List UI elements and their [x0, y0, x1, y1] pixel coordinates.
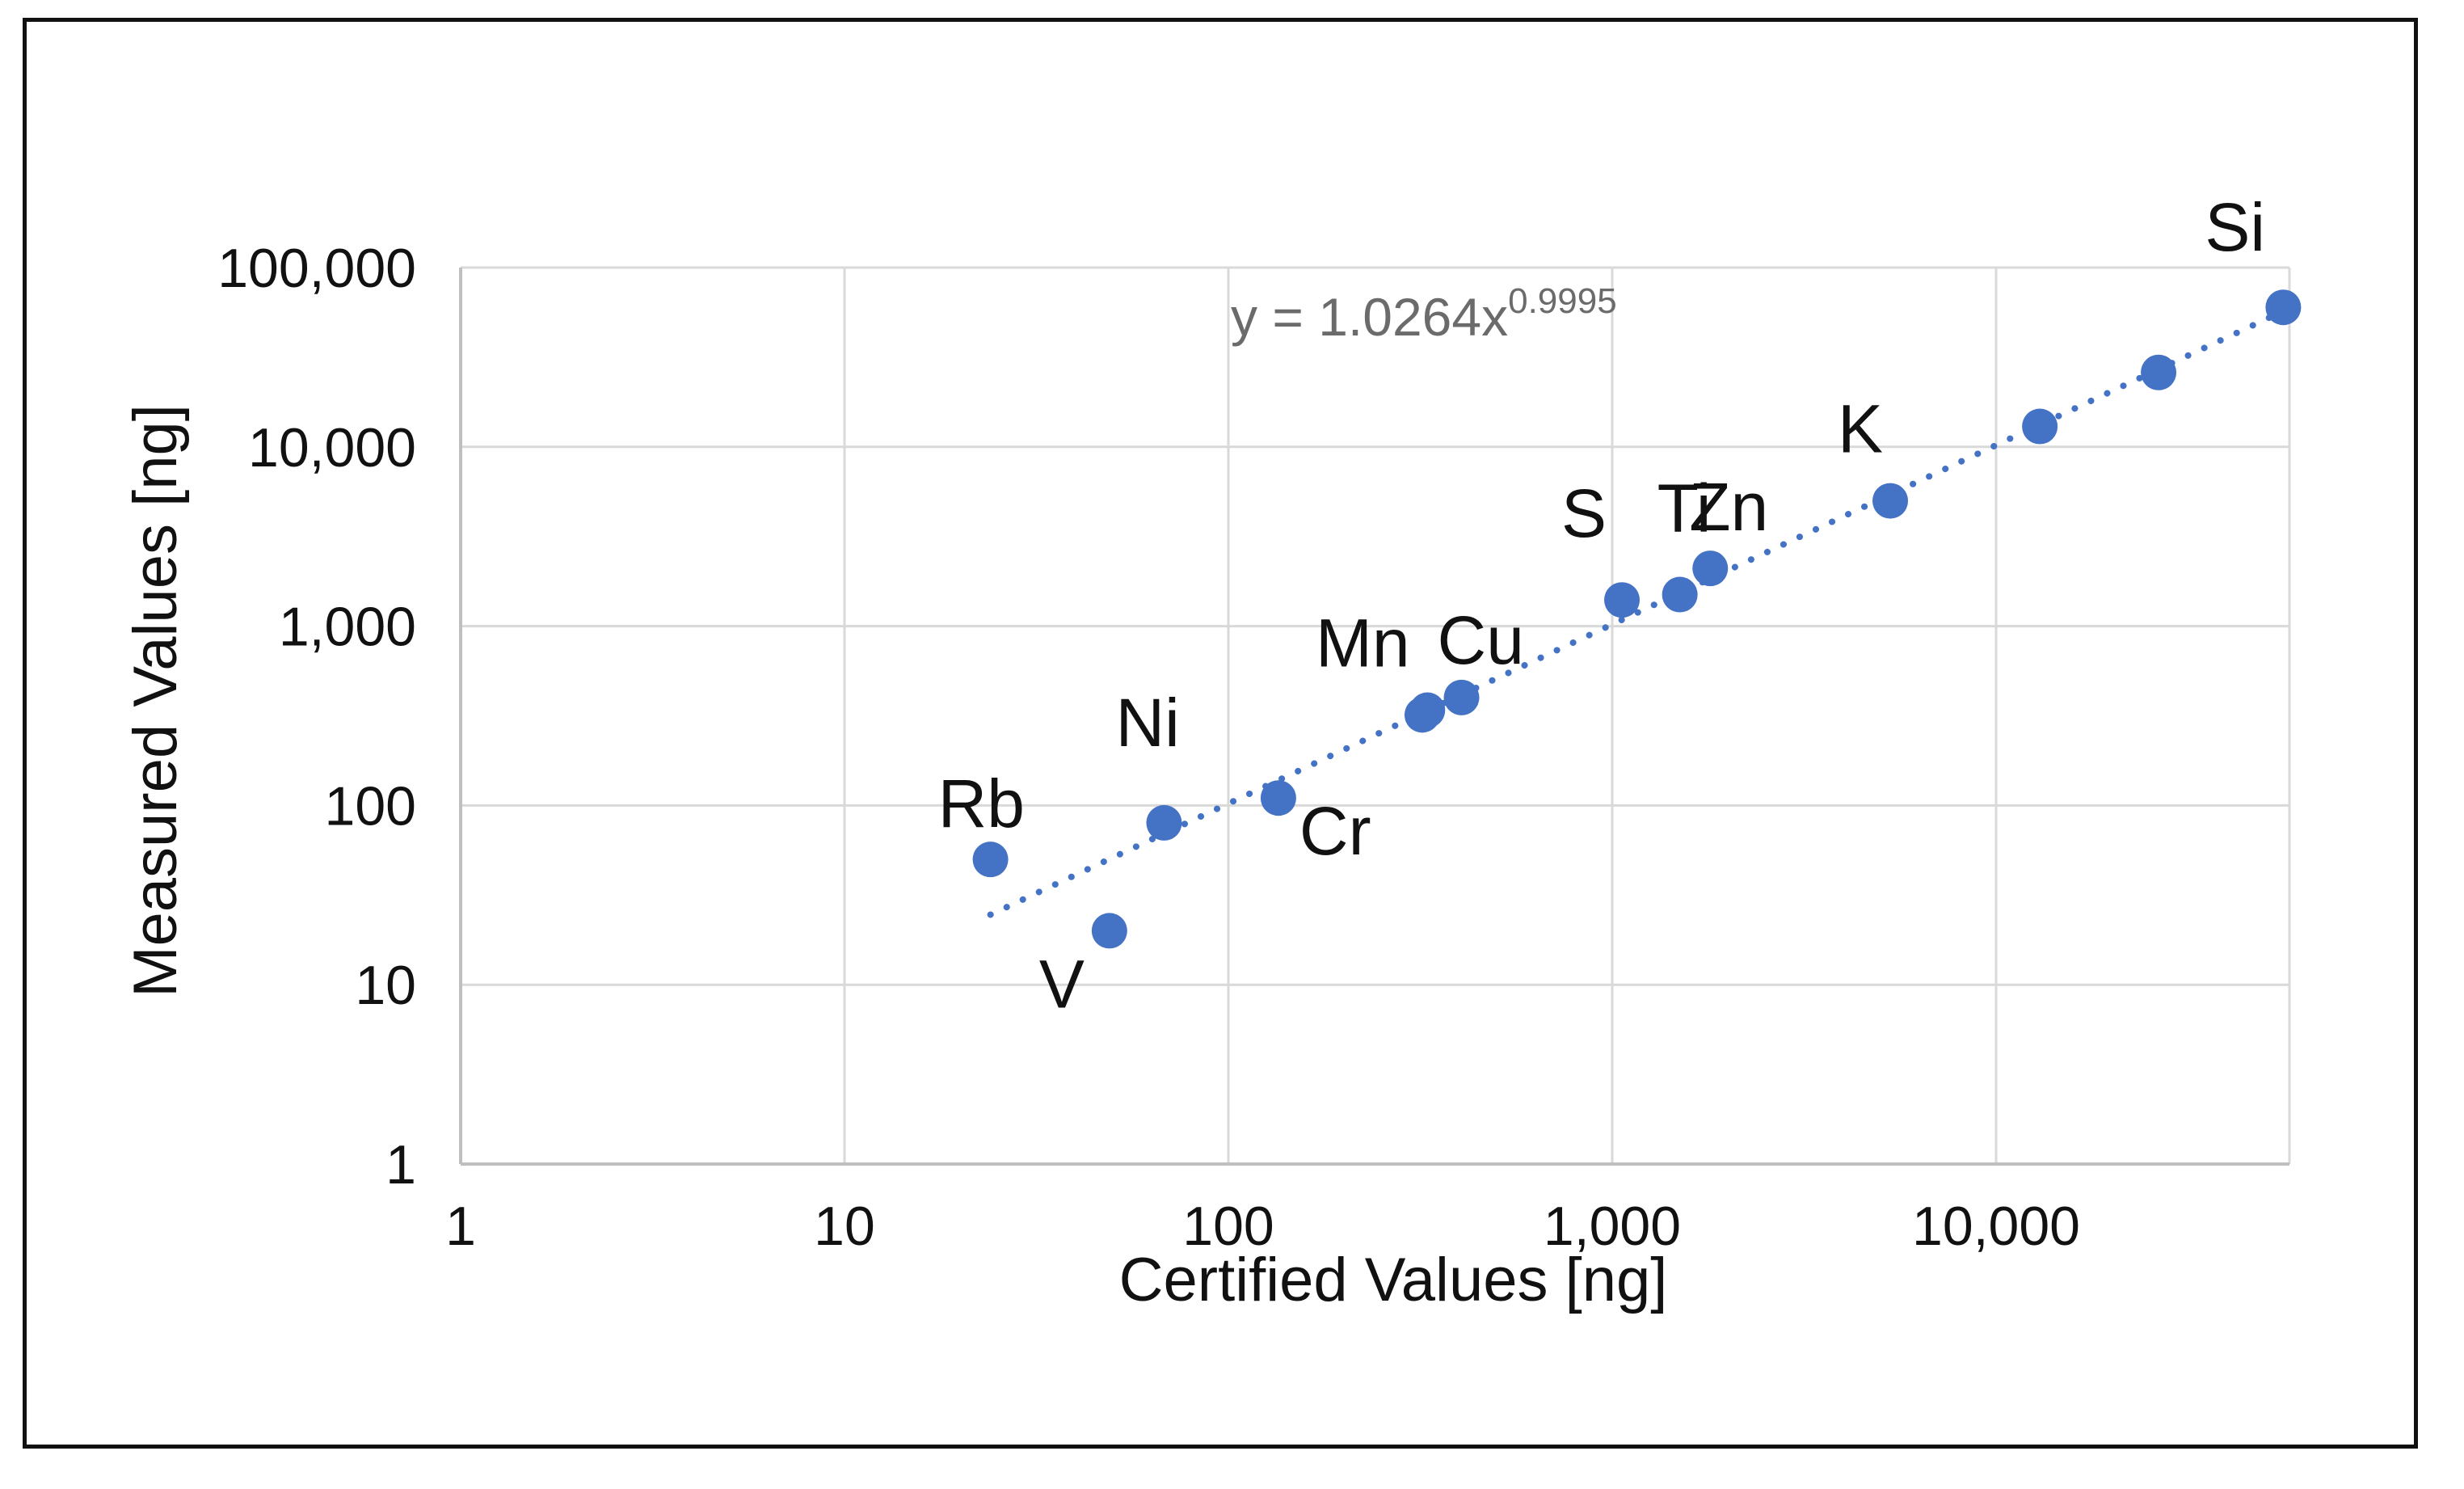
chart-frame: Rb V Ni Cr Mn Cu S Ti Zn K Si 1 10 100 1,000 10,000 1 10…: [23, 18, 2418, 1449]
y-tick-label: 1: [385, 1134, 416, 1196]
data-point-rb: [972, 842, 1009, 878]
trendline-path: [987, 307, 2287, 918]
data-point-si: [2265, 289, 2302, 326]
y-tick-label: 10,000: [248, 417, 416, 479]
point-label-ti: Ti: [1657, 470, 1712, 546]
point-label-zn: Zn: [1689, 469, 1768, 545]
tick-labels: 1 10 100 1,000 10,000 1 10 100 1,000 10,000 100,00…: [217, 238, 2080, 1257]
y-tick-label: 1,000: [279, 597, 416, 658]
data-point-cr: [1260, 780, 1296, 816]
data-points: [972, 289, 2302, 949]
x-axis-title: Certified Values [ng]: [1119, 1246, 1668, 1314]
x-tick-label: 10: [814, 1196, 875, 1257]
x-tick-label: 1,000: [1544, 1196, 1681, 1257]
data-point-zn: [1692, 550, 1729, 587]
axes: [459, 268, 2289, 1166]
grid-lines: [461, 266, 2291, 1164]
point-label-s: S: [1561, 475, 1607, 551]
data-point-k: [1872, 483, 1909, 519]
point-label-ni: Ni: [1115, 685, 1179, 761]
x-tick-label: 10,000: [1912, 1196, 2080, 1257]
data-point-ti: [1662, 576, 1698, 613]
point-label-rb: Rb: [938, 766, 1025, 842]
y-tick-label: 10: [355, 955, 416, 1016]
trendline-equation: y = 1.0264x0.9995: [1231, 281, 1617, 347]
data-point-ni: [1146, 804, 1182, 841]
point-label-v: V: [1039, 946, 1085, 1022]
point-label-si: Si: [2205, 189, 2265, 265]
trendline: [987, 307, 2287, 918]
x-tick-label: 100: [1182, 1196, 1274, 1257]
y-tick-label: 100,000: [217, 238, 416, 299]
x-tick-label: 1: [445, 1196, 476, 1257]
data-point: [2022, 408, 2058, 445]
y-axis-title: Measured Values [ng]: [121, 404, 190, 998]
data-point-s: [1604, 582, 1641, 618]
data-point-v: [1091, 913, 1127, 949]
y-tick-label: 100: [325, 775, 416, 837]
point-label-cu: Cu: [1438, 602, 1524, 678]
data-point-cu: [1443, 679, 1480, 715]
point-label-cr: Cr: [1299, 793, 1371, 869]
point-label-mn: Mn: [1316, 605, 1410, 681]
data-point: [2141, 354, 2177, 390]
data-point: [1409, 692, 1446, 728]
point-label-k: K: [1838, 391, 1883, 467]
